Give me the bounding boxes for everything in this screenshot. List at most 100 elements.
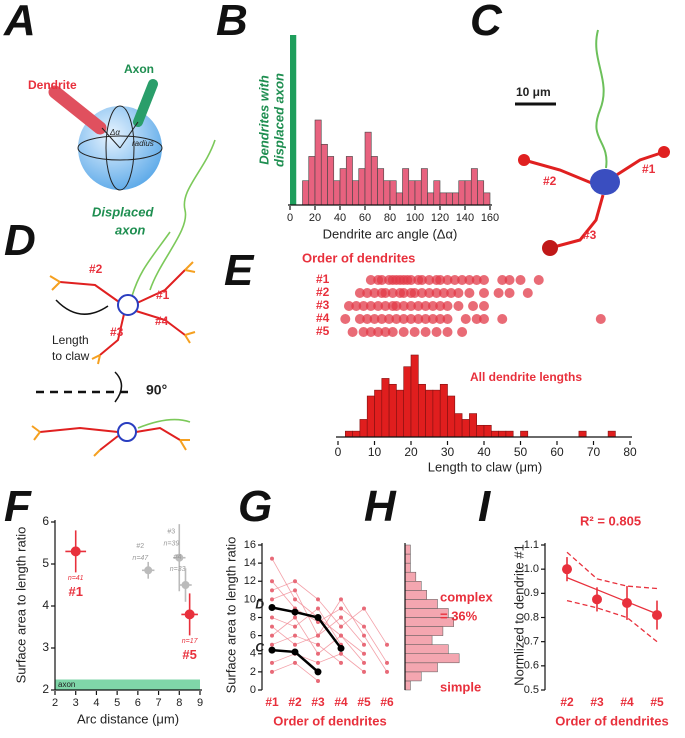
x-tick-label: 40 [334,212,346,224]
dot [387,288,398,298]
dot [420,301,431,311]
dot [398,288,409,298]
point [362,642,366,647]
bar [452,192,460,206]
n-label: n=17 [182,638,199,645]
bar [520,430,529,438]
dot [464,275,475,285]
bar [389,180,397,206]
point-label: #2 [136,543,144,550]
dot [413,301,424,311]
row-label: #2 [316,285,330,299]
panel-letter: G [238,482,272,531]
branch-label: #3 [110,325,124,339]
dot [468,301,479,311]
bar [607,430,616,438]
y-tick-label: 0.8 [524,611,539,623]
x-tick-label: 60 [550,445,564,459]
point [268,646,276,654]
claw-trace [31,425,190,457]
dot [431,327,442,337]
panel-letter: D [4,216,36,265]
dot [380,327,391,337]
bar [454,413,463,438]
bar [403,366,412,438]
dot [365,275,376,285]
branch-label: #1 [156,288,170,302]
dot [460,314,471,324]
series-label: D [255,598,264,612]
point [293,579,297,584]
dot [442,275,453,285]
dot [384,314,395,324]
x-tick-label: #3 [590,695,604,709]
soma [590,169,620,195]
bar [404,653,460,664]
bar [339,168,347,206]
dot [453,301,464,311]
point [362,606,366,611]
dot [416,288,427,298]
y-tick-label: 5 [42,556,49,570]
x-tick-label: #2 [288,695,302,709]
equator [77,135,163,161]
rotation-label: 90° [146,382,167,398]
annotation: complex [440,589,494,604]
dot [391,314,402,324]
dot [442,314,453,324]
length-arrow [55,299,109,315]
point-label: #3 [167,529,175,536]
bar [404,562,411,573]
point [293,588,297,593]
n-label: n=47 [132,555,149,562]
x-tick-label: #4 [334,695,348,709]
bar [483,192,491,206]
bar [352,430,361,438]
dot [391,301,402,311]
dot [493,288,504,298]
dot [504,288,515,298]
bar [477,180,485,206]
dot [435,314,446,324]
dot [427,314,438,324]
point [339,615,343,620]
bar [410,354,419,438]
dot [387,327,398,337]
point-label: #1 [68,584,82,599]
bar [404,571,417,582]
point [293,597,297,602]
point [270,579,274,584]
x-tick-label: #5 [650,695,664,709]
bar [333,180,341,206]
row-label: #1 [316,272,330,286]
x-tick-label: #2 [560,695,574,709]
y-tick-label: 8 [250,611,256,623]
dot [449,275,460,285]
bar [476,424,485,438]
bar [458,180,466,206]
y-tick-label: 1.1 [524,539,539,551]
dot [406,314,416,324]
bar [402,168,410,206]
axon-trace [595,29,608,169]
point [339,660,343,665]
dendrite-label: Dendrite [28,78,77,92]
point [270,624,274,629]
bar [404,662,438,673]
x-tick-label: 2 [52,697,58,709]
dot [442,327,453,337]
bar [404,544,411,555]
soma [117,294,139,316]
dot [343,301,354,311]
branch-label: #2 [543,174,557,188]
bar [302,180,310,206]
dot [358,327,369,337]
dot [435,301,446,311]
axon-rod [133,79,158,127]
x-tick-label: 30 [441,445,455,459]
x-tick-label: #5 [357,695,371,709]
x-tick-label: 70 [587,445,601,459]
dendrite-trace [59,269,186,356]
point [339,597,343,602]
